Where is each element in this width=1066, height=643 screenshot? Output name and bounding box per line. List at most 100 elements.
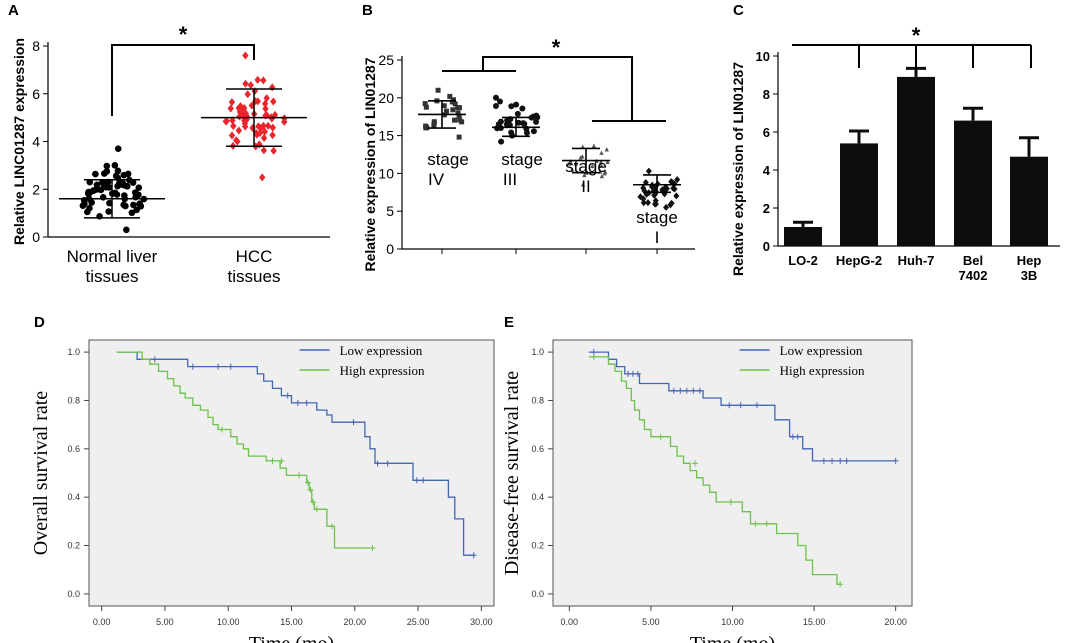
panel-letter: B (362, 2, 373, 19)
data-point (242, 109, 249, 118)
data-point (602, 169, 608, 174)
y-tick-label: 0.8 (531, 395, 544, 405)
data-point (264, 121, 272, 130)
data-point (452, 101, 458, 107)
censor-mark (284, 392, 291, 399)
censor-mark (829, 457, 836, 464)
censor-mark (726, 402, 733, 409)
data-point (85, 188, 92, 196)
y-tick-label: 25 (378, 52, 394, 68)
data-point (235, 104, 242, 113)
data-point (228, 131, 236, 140)
censor-mark (189, 363, 196, 370)
survival-curve (588, 356, 841, 585)
data-point (441, 103, 447, 109)
category-label: 7402 (959, 268, 988, 283)
data-point (640, 195, 647, 203)
censor-mark (683, 387, 690, 394)
category-label: stage (565, 157, 607, 176)
data-point (580, 182, 586, 187)
censor-mark (218, 426, 225, 433)
category-label: HCC (236, 247, 273, 266)
censor-mark (413, 477, 420, 484)
data-point (135, 184, 143, 192)
data-point (455, 110, 461, 116)
data-point (92, 170, 99, 178)
data-point (662, 185, 669, 193)
data-point (599, 173, 605, 179)
x-tick-label: 5.00 (642, 617, 660, 627)
data-point (423, 125, 429, 131)
panel-c: C 0 2 4 6 8 10 Relative expression of LIN01287 L… (730, 2, 1060, 283)
y-tick-label: 4 (763, 163, 771, 178)
y-axis-label: Relative LINC01287 expression (11, 38, 27, 245)
category-label: Normal liver (67, 247, 158, 266)
data-point (86, 204, 93, 212)
data-point (244, 90, 251, 99)
y-tick-label: 2 (763, 201, 770, 216)
data-point (667, 201, 674, 209)
data-point (578, 155, 583, 160)
panel-letter: C (733, 2, 744, 19)
y-tick-label: 0.0 (67, 589, 80, 599)
censor-mark (590, 353, 597, 360)
bar (897, 76, 935, 247)
data-point (262, 104, 269, 113)
legend-label: Low expression (780, 343, 863, 358)
censor-mark (696, 387, 703, 394)
data-point (223, 117, 230, 126)
x-axis-label: Time (mo) (690, 633, 775, 643)
category-label: tissues (228, 267, 281, 286)
x-axis-label: Time (mo) (249, 633, 334, 643)
data-point (114, 167, 122, 175)
data-point (236, 107, 244, 116)
data-point (260, 76, 267, 85)
panel-e: E 0.00 5.00 10.00 15.00 20.00 0.0 0.2 0.4 0.6 0.8 1… (501, 314, 913, 643)
censor-mark (278, 457, 285, 464)
category-label: stage (427, 150, 469, 169)
data-point (450, 107, 456, 113)
data-point (645, 167, 652, 175)
bar (784, 227, 822, 246)
category-label: LO-2 (788, 253, 818, 268)
survival-curve (588, 351, 896, 462)
censor-mark (420, 477, 427, 484)
data-point (135, 191, 142, 199)
x-tick-label: 20.00 (884, 617, 907, 627)
x-tick-label: 15.00 (280, 617, 303, 627)
significance-star: * (552, 35, 561, 60)
data-point (431, 123, 437, 129)
data-point (259, 173, 266, 182)
censor-mark (227, 363, 234, 370)
category-label: III (503, 170, 517, 189)
data-point (268, 114, 276, 123)
censor-mark (820, 457, 827, 464)
y-axis-label: Disease-free survival rate (501, 371, 523, 575)
data-point (422, 101, 428, 107)
data-point (236, 112, 243, 121)
data-point (241, 122, 249, 131)
data-point (227, 104, 234, 113)
data-point (530, 128, 537, 135)
data-point (435, 87, 441, 93)
data-point (459, 119, 465, 125)
bar (1010, 156, 1048, 246)
data-point (254, 97, 262, 106)
y-tick-label: 0.2 (67, 541, 80, 551)
censor-mark (304, 479, 311, 486)
x-tick-label: 20.00 (344, 617, 367, 627)
category-label: stage (636, 208, 678, 227)
data-point (79, 202, 87, 210)
y-tick-label: 0.4 (531, 492, 544, 502)
y-axis-label: Overall survival rate (30, 391, 52, 555)
y-tick-label: 0.6 (67, 444, 80, 454)
data-point (456, 113, 462, 119)
censor-mark (843, 457, 850, 464)
data-point (254, 75, 261, 84)
data-point (670, 184, 677, 192)
data-point (86, 178, 94, 186)
x-tick-label: 10.00 (217, 617, 240, 627)
censor-mark (794, 433, 801, 440)
data-point (447, 93, 453, 99)
